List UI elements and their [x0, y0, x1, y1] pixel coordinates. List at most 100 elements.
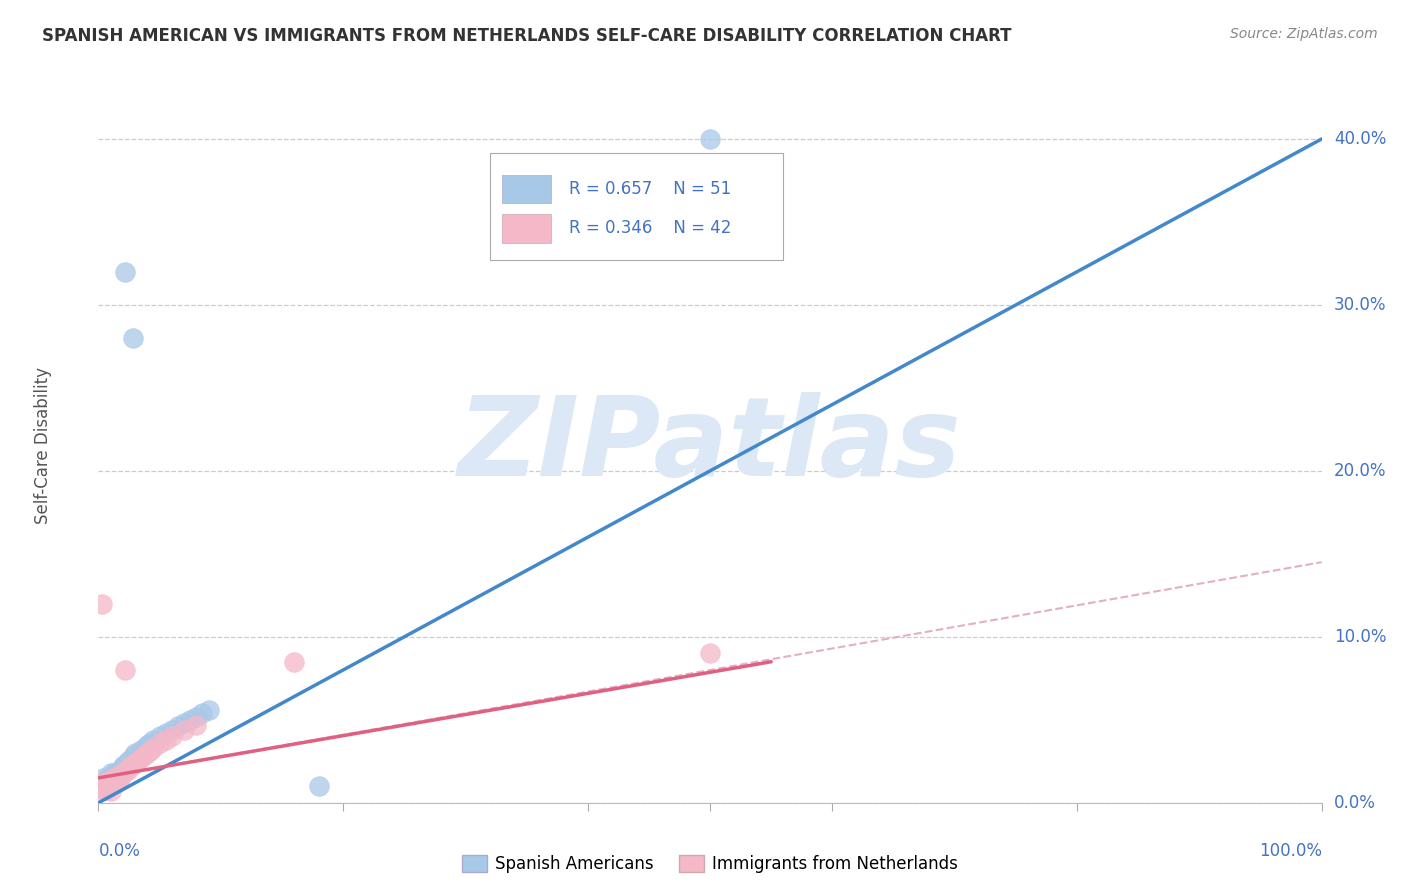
Point — [186, 709, 208, 723]
Text: Source: ZipAtlas.com: Source: ZipAtlas.com — [1230, 27, 1378, 41]
Point — [117, 754, 139, 768]
Legend: Spanish Americans, Immigrants from Netherlands: Spanish Americans, Immigrants from Nethe… — [456, 848, 965, 880]
Point — [186, 718, 208, 732]
Point — [127, 749, 149, 764]
Point — [118, 756, 141, 770]
Point — [94, 779, 117, 793]
Point — [160, 723, 183, 737]
Point — [96, 778, 118, 792]
Point — [108, 774, 131, 789]
Point — [173, 723, 195, 737]
Point — [134, 747, 156, 762]
Point — [103, 771, 125, 785]
Point — [149, 730, 172, 744]
Point — [91, 776, 114, 790]
Point — [142, 741, 165, 756]
Point — [111, 766, 134, 780]
Point — [114, 761, 136, 775]
Point — [114, 265, 136, 279]
Point — [90, 779, 112, 793]
Point — [101, 774, 124, 789]
Point — [104, 776, 127, 790]
Point — [103, 766, 125, 780]
Point — [121, 331, 143, 345]
Text: 40.0%: 40.0% — [1334, 130, 1386, 148]
Point — [124, 746, 146, 760]
Point — [155, 732, 177, 747]
Point — [155, 726, 177, 740]
Point — [107, 769, 129, 783]
Point — [112, 757, 135, 772]
Point — [173, 716, 195, 731]
Point — [104, 776, 127, 790]
Point — [110, 771, 132, 785]
Point — [107, 769, 129, 783]
Point — [90, 782, 112, 797]
Point — [179, 713, 201, 727]
Point — [105, 767, 128, 781]
Text: 30.0%: 30.0% — [1334, 296, 1386, 314]
Bar — [502, 175, 551, 203]
Point — [111, 766, 134, 780]
Point — [93, 776, 115, 790]
Point — [121, 749, 143, 764]
Point — [124, 756, 146, 770]
Point — [114, 764, 136, 779]
Point — [139, 744, 162, 758]
Point — [105, 771, 128, 785]
Point — [283, 655, 305, 669]
Text: 20.0%: 20.0% — [1334, 462, 1386, 480]
Point — [91, 776, 114, 790]
Point — [97, 774, 120, 789]
Point — [129, 742, 152, 756]
Point — [101, 769, 124, 783]
Point — [127, 754, 149, 768]
Point — [699, 132, 721, 146]
Point — [100, 772, 122, 787]
Point — [105, 772, 128, 787]
Point — [149, 736, 172, 750]
Text: ZIPatlas: ZIPatlas — [458, 392, 962, 500]
Point — [97, 779, 120, 793]
Point — [98, 776, 121, 790]
Text: Self-Care Disability: Self-Care Disability — [34, 368, 52, 524]
Point — [114, 663, 136, 677]
Point — [101, 778, 124, 792]
Text: 100.0%: 100.0% — [1258, 842, 1322, 860]
Point — [120, 759, 142, 773]
Point — [91, 779, 114, 793]
Point — [100, 771, 122, 785]
Point — [120, 753, 142, 767]
Point — [101, 772, 124, 787]
FancyBboxPatch shape — [489, 153, 783, 260]
Point — [93, 782, 115, 797]
Point — [111, 759, 134, 773]
Point — [111, 767, 134, 781]
Point — [97, 780, 120, 795]
Point — [98, 776, 121, 790]
Bar — [502, 214, 551, 243]
Text: SPANISH AMERICAN VS IMMIGRANTS FROM NETHERLANDS SELF-CARE DISABILITY CORRELATION: SPANISH AMERICAN VS IMMIGRANTS FROM NETH… — [42, 27, 1012, 45]
Point — [94, 778, 117, 792]
Point — [108, 764, 131, 779]
Point — [129, 751, 152, 765]
Point — [100, 766, 122, 780]
Text: R = 0.657    N = 51: R = 0.657 N = 51 — [569, 180, 731, 198]
Point — [308, 779, 330, 793]
Point — [117, 763, 139, 777]
Point — [136, 738, 159, 752]
Point — [100, 784, 122, 798]
Point — [160, 730, 183, 744]
Point — [121, 757, 143, 772]
Text: 0.0%: 0.0% — [1334, 794, 1375, 812]
Point — [93, 780, 115, 795]
Point — [110, 763, 132, 777]
Point — [97, 780, 120, 795]
Point — [197, 703, 219, 717]
Point — [134, 741, 156, 756]
Text: 0.0%: 0.0% — [98, 842, 141, 860]
Point — [191, 706, 214, 721]
Point — [167, 719, 190, 733]
Point — [94, 782, 117, 797]
Point — [136, 746, 159, 760]
